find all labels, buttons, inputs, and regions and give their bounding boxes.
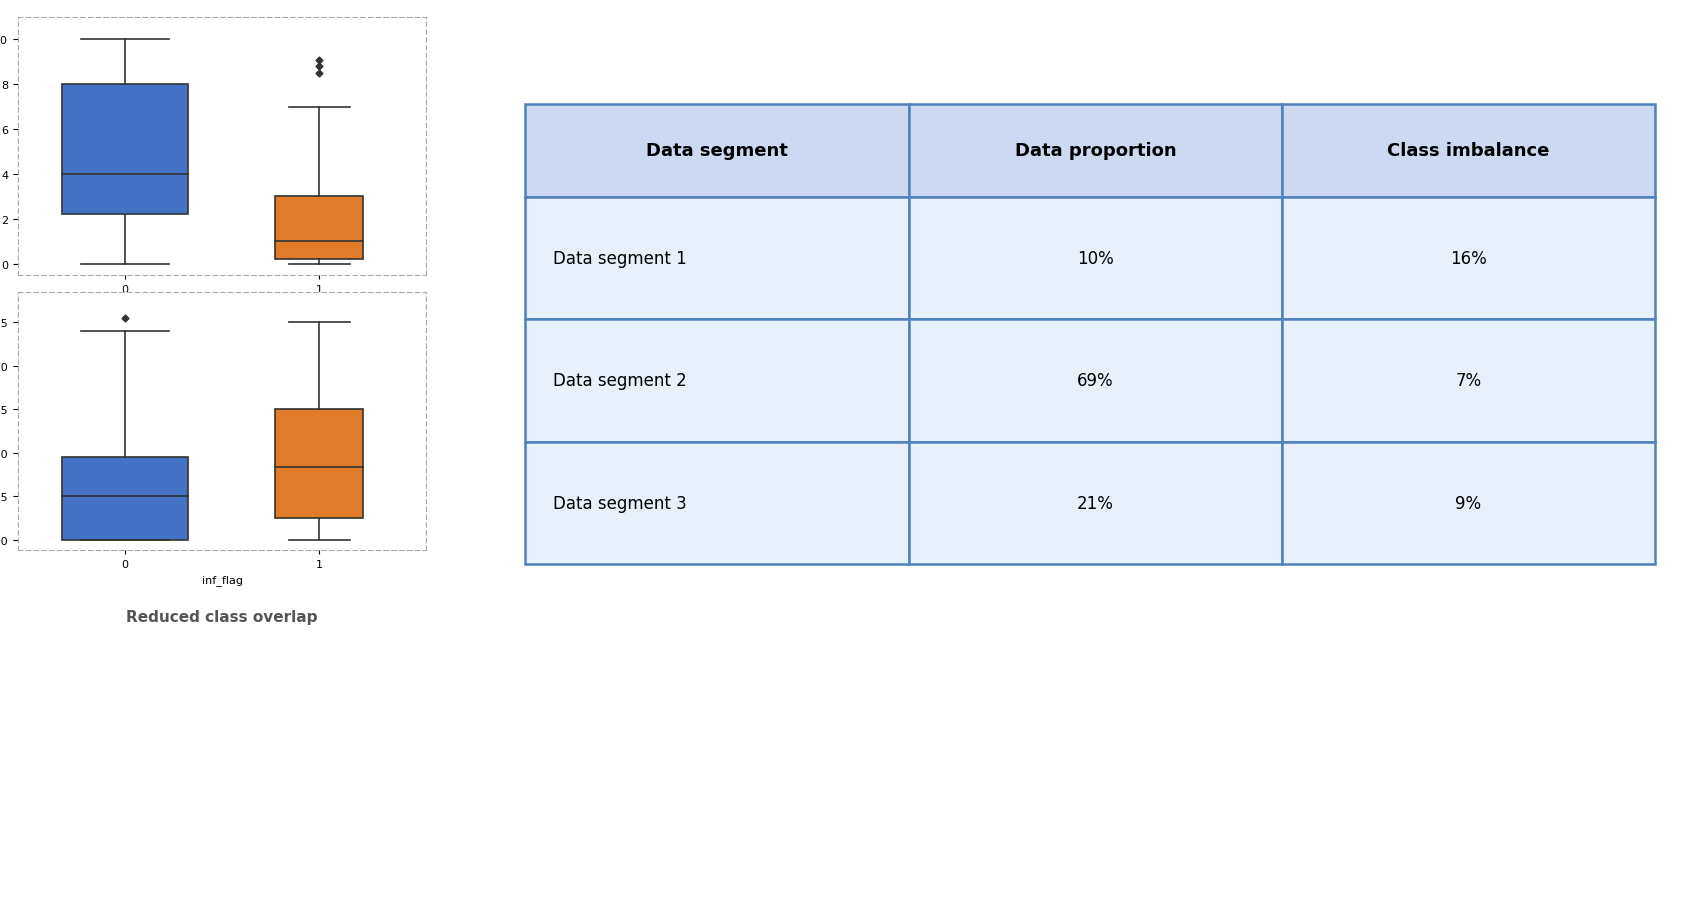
Bar [275,198,363,260]
Bar [275,410,363,518]
Text: 69%: 69% [1077,372,1114,390]
FancyBboxPatch shape [525,320,910,442]
FancyBboxPatch shape [525,198,910,320]
X-axis label: inf_flag: inf_flag [201,301,243,312]
Text: Data segment 1: Data segment 1 [554,250,687,268]
FancyBboxPatch shape [910,320,1283,442]
FancyBboxPatch shape [910,442,1283,565]
FancyBboxPatch shape [910,105,1283,198]
Text: 10%: 10% [1077,250,1114,268]
Bar [62,457,187,540]
FancyBboxPatch shape [910,198,1283,320]
Text: Data segment 3: Data segment 3 [554,494,687,512]
FancyBboxPatch shape [1283,320,1654,442]
FancyBboxPatch shape [1283,198,1654,320]
Text: Data segment: Data segment [647,142,788,160]
Text: Data segment 2: Data segment 2 [554,372,687,390]
FancyBboxPatch shape [525,442,910,565]
Text: 16%: 16% [1450,250,1487,268]
X-axis label: inf_flag: inf_flag [201,575,243,586]
FancyBboxPatch shape [525,105,910,198]
FancyBboxPatch shape [1283,105,1654,198]
Text: 21%: 21% [1077,494,1114,512]
Text: 9%: 9% [1455,494,1482,512]
Text: Data proportion: Data proportion [1014,142,1177,160]
FancyBboxPatch shape [1283,442,1654,565]
Text: Reduced class overlap: Reduced class overlap [127,609,317,625]
Bar [62,86,187,215]
Text: 7%: 7% [1455,372,1482,390]
Text: Class imbalance: Class imbalance [1388,142,1550,160]
